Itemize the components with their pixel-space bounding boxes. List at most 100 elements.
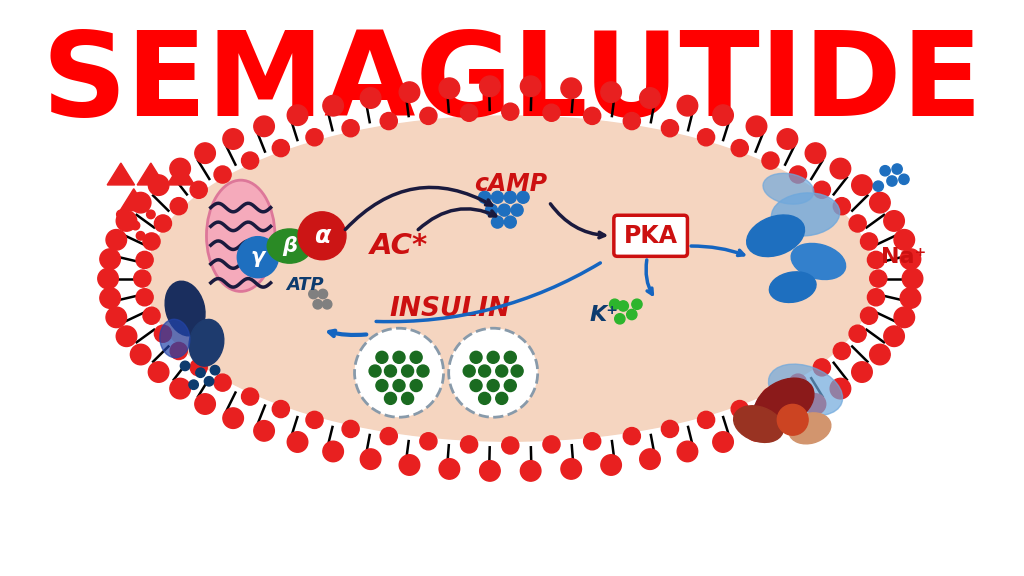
Circle shape (852, 175, 872, 195)
Circle shape (143, 307, 160, 324)
Circle shape (479, 76, 500, 97)
Circle shape (762, 388, 779, 405)
Circle shape (697, 411, 715, 429)
Circle shape (584, 107, 601, 124)
Circle shape (223, 129, 244, 149)
Ellipse shape (160, 319, 189, 358)
Circle shape (830, 378, 851, 399)
Circle shape (306, 411, 323, 429)
Text: AC*: AC* (370, 232, 428, 260)
Circle shape (746, 116, 767, 137)
Text: Na⁺: Na⁺ (882, 247, 927, 267)
Circle shape (627, 309, 637, 320)
Ellipse shape (207, 180, 274, 291)
Ellipse shape (165, 281, 205, 336)
Circle shape (790, 374, 807, 391)
Circle shape (106, 307, 127, 328)
Circle shape (420, 107, 437, 124)
FancyBboxPatch shape (613, 215, 687, 256)
Circle shape (170, 158, 190, 179)
Circle shape (860, 307, 878, 324)
Circle shape (614, 314, 625, 324)
Circle shape (887, 176, 897, 186)
Circle shape (463, 365, 475, 377)
Circle shape (902, 268, 923, 289)
Ellipse shape (95, 73, 926, 484)
Text: ATP: ATP (286, 276, 324, 294)
Text: α: α (314, 224, 330, 248)
Circle shape (242, 152, 259, 169)
Circle shape (190, 359, 207, 376)
Circle shape (880, 166, 890, 176)
Ellipse shape (146, 116, 874, 441)
Circle shape (731, 400, 749, 418)
Circle shape (313, 300, 323, 309)
Ellipse shape (792, 244, 846, 279)
Circle shape (461, 104, 477, 122)
Circle shape (584, 433, 601, 450)
Circle shape (543, 436, 560, 453)
Circle shape (342, 120, 359, 137)
Circle shape (813, 181, 830, 198)
Circle shape (860, 233, 878, 250)
Circle shape (272, 139, 290, 157)
Circle shape (214, 166, 231, 183)
Circle shape (504, 380, 516, 392)
Circle shape (254, 116, 274, 137)
Ellipse shape (788, 413, 830, 444)
Circle shape (496, 392, 508, 404)
Circle shape (520, 76, 541, 97)
Circle shape (170, 343, 187, 359)
Circle shape (805, 143, 825, 164)
Circle shape (900, 288, 921, 308)
Circle shape (632, 299, 642, 309)
Circle shape (470, 351, 482, 363)
Circle shape (511, 365, 523, 377)
Circle shape (618, 301, 629, 311)
Circle shape (662, 120, 679, 137)
Circle shape (777, 408, 798, 429)
Circle shape (323, 441, 343, 462)
Circle shape (502, 437, 519, 454)
Circle shape (393, 351, 406, 363)
Circle shape (411, 351, 422, 363)
Circle shape (677, 441, 697, 462)
Circle shape (384, 365, 396, 377)
Circle shape (100, 288, 121, 308)
Circle shape (520, 461, 541, 481)
Circle shape (130, 192, 151, 213)
Circle shape (100, 249, 121, 270)
Circle shape (511, 204, 523, 216)
Circle shape (393, 380, 406, 392)
Polygon shape (137, 163, 165, 185)
Ellipse shape (768, 364, 843, 415)
Circle shape (238, 237, 279, 278)
Circle shape (496, 365, 508, 377)
Circle shape (601, 454, 622, 475)
Circle shape (399, 454, 420, 475)
Circle shape (487, 380, 499, 392)
Circle shape (195, 394, 215, 414)
Circle shape (342, 420, 359, 438)
Circle shape (790, 166, 807, 183)
Circle shape (306, 128, 323, 146)
Circle shape (136, 251, 154, 268)
Circle shape (777, 129, 798, 149)
Circle shape (777, 404, 808, 435)
Circle shape (190, 181, 207, 198)
Circle shape (323, 300, 332, 309)
Circle shape (148, 362, 169, 382)
Circle shape (155, 325, 171, 342)
Text: PKA: PKA (624, 224, 678, 248)
Circle shape (869, 192, 890, 213)
Text: K⁺: K⁺ (590, 305, 618, 324)
Circle shape (601, 82, 622, 103)
Circle shape (834, 198, 850, 215)
Circle shape (492, 216, 504, 228)
Circle shape (369, 365, 381, 377)
Ellipse shape (746, 215, 805, 256)
Circle shape (354, 328, 443, 417)
Circle shape (401, 392, 414, 404)
Circle shape (869, 270, 887, 287)
Circle shape (561, 78, 582, 98)
